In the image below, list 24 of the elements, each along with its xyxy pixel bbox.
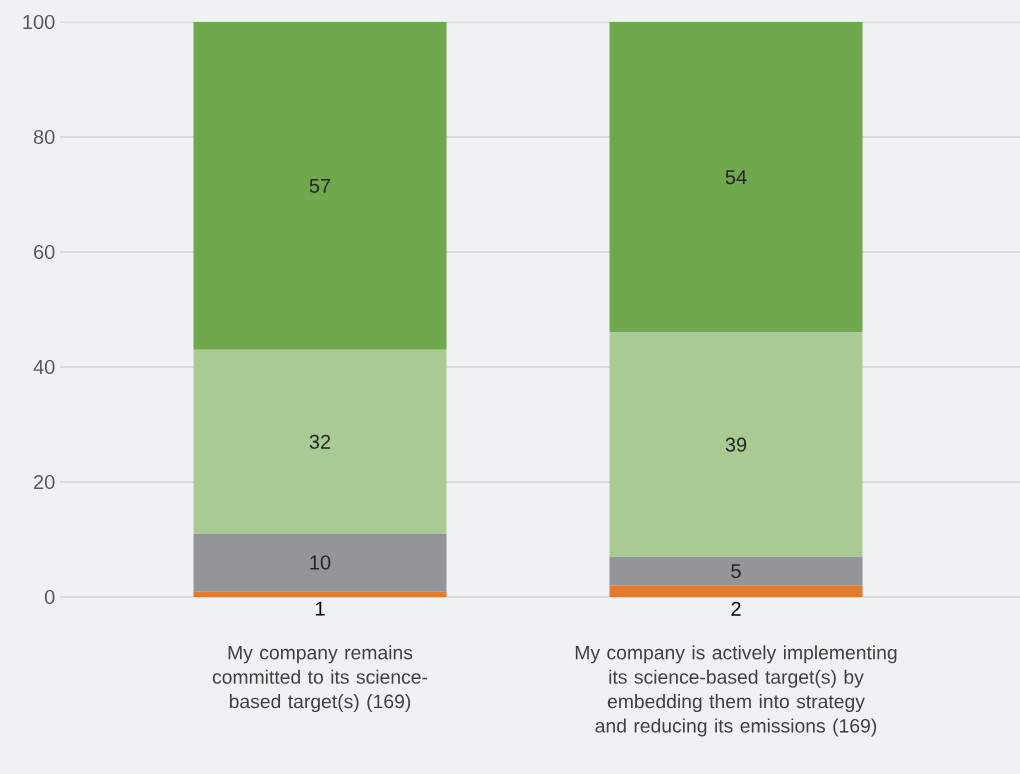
y-tick-label: 40 xyxy=(33,359,55,375)
y-tick-label: 60 xyxy=(34,244,55,260)
bar xyxy=(609,556,863,586)
bar xyxy=(193,21,447,350)
y-tick-label: 20 xyxy=(34,474,55,490)
y-tick-label: 80 xyxy=(33,129,55,145)
bar xyxy=(609,21,863,333)
bar xyxy=(609,332,863,557)
bar xyxy=(609,585,863,597)
text: My company remains committed to its science-based target(s) (169) xyxy=(212,645,428,713)
data-label: 10 xyxy=(310,555,331,570)
data-label: 57 xyxy=(309,178,331,193)
y-tick-label: 100 xyxy=(23,14,55,30)
y-tick-label: 0 xyxy=(44,589,55,605)
bar xyxy=(193,533,447,592)
bar xyxy=(193,349,447,534)
data-label: 32 xyxy=(309,434,331,449)
data-label: 5 xyxy=(731,564,741,579)
bar xyxy=(193,591,447,597)
x-tick-label: 2 xyxy=(731,601,741,616)
data-label: 39 xyxy=(725,437,747,452)
text: My company is actively implementing its science-based target(s) by embedding them into strategy and reducing its emissions (169) xyxy=(575,645,897,737)
data-label: 54 xyxy=(725,170,747,185)
x-tick-label: 1 xyxy=(315,601,325,616)
